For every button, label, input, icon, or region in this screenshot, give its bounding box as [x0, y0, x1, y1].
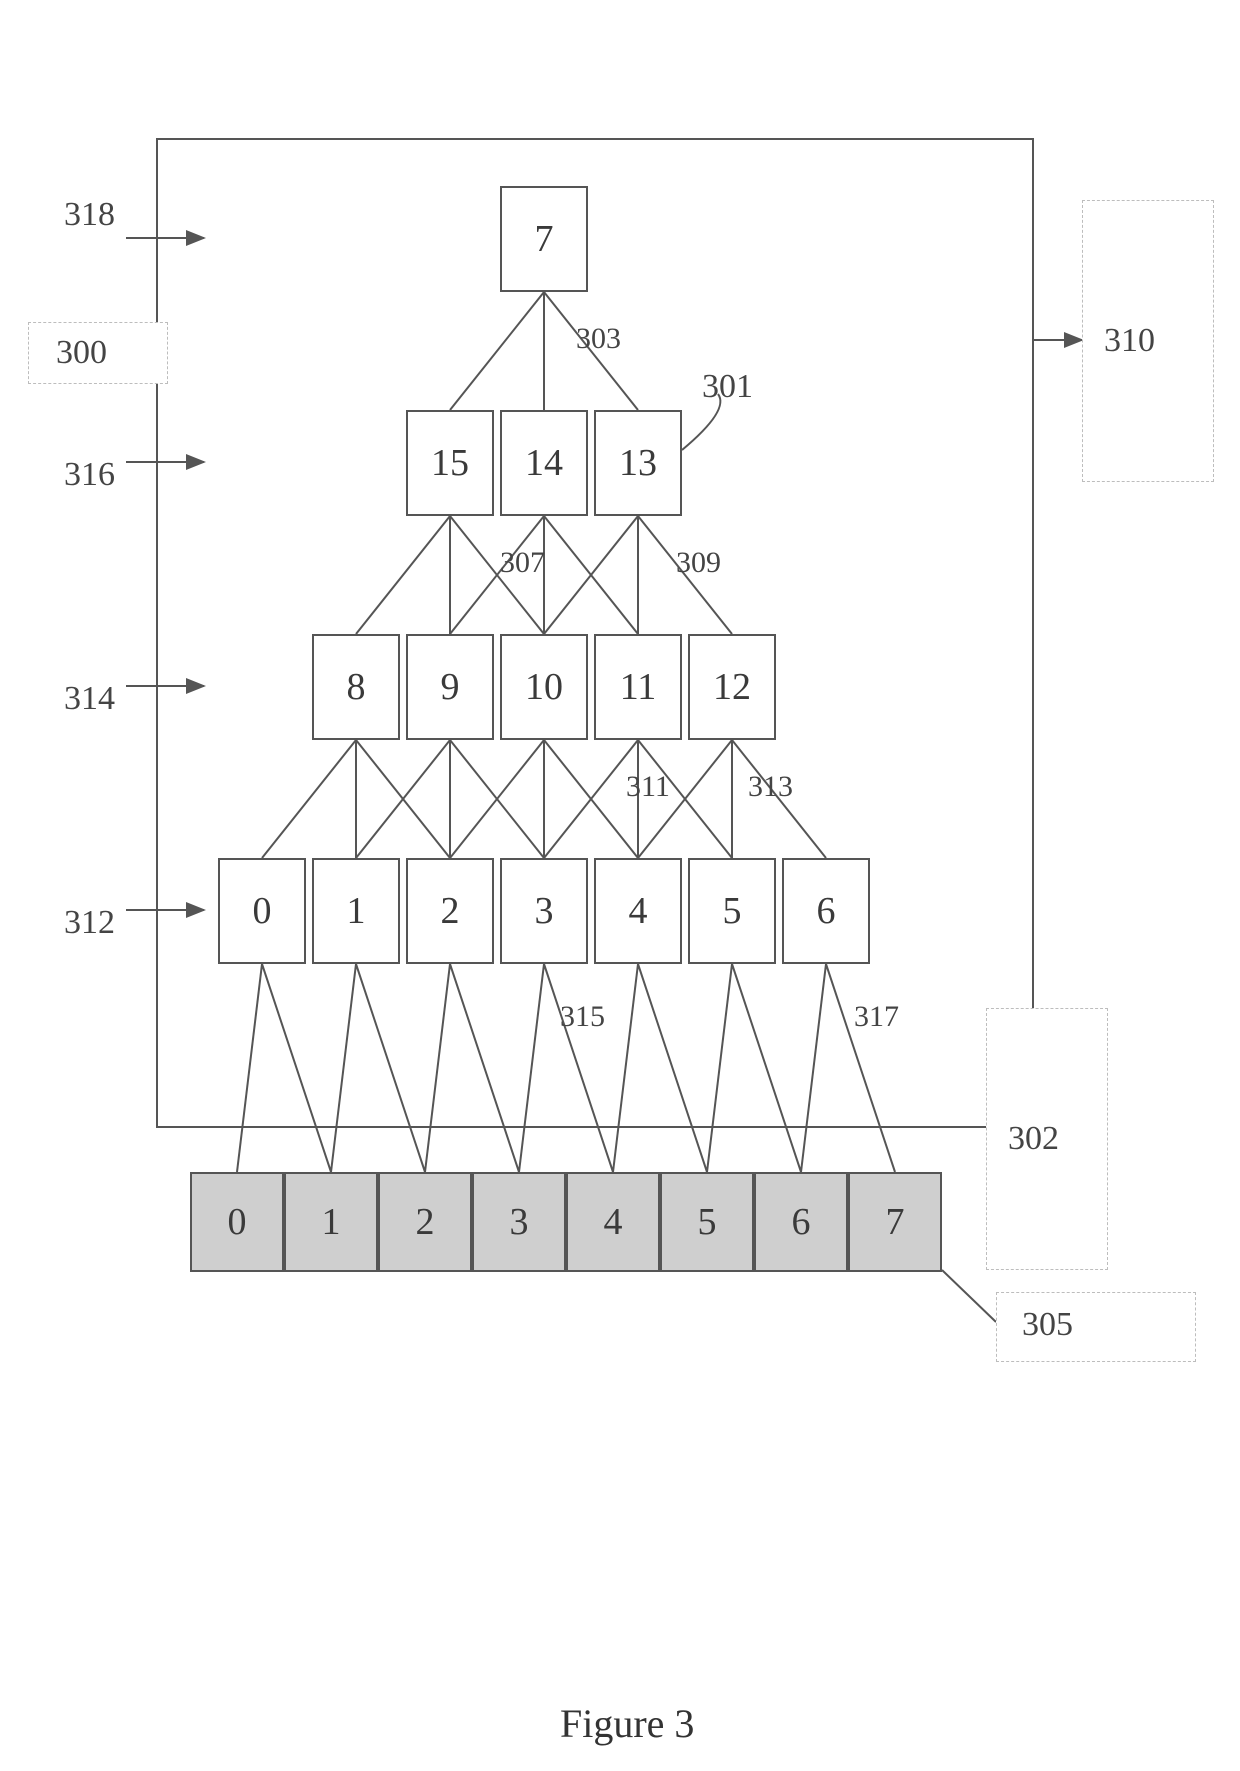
tree-node: 10: [500, 634, 588, 740]
array-cell: 5: [660, 1172, 754, 1272]
tree-node: 6: [782, 858, 870, 964]
array-cell: 2: [378, 1172, 472, 1272]
array-cell: 7: [848, 1172, 942, 1272]
tree-node: 15: [406, 410, 494, 516]
tree-node: 7: [500, 186, 588, 292]
row-ref-label: 318: [64, 196, 115, 234]
tree-node: 2: [406, 858, 494, 964]
tree-node: 8: [312, 634, 400, 740]
tree-node: 14: [500, 410, 588, 516]
array-cell: 1: [284, 1172, 378, 1272]
tree-node: 12: [688, 634, 776, 740]
diagram-stage: 7151413891011120123456012345673183163143…: [0, 0, 1240, 1771]
edge-ref-label: 311: [626, 770, 670, 804]
ref-label-301: 301: [702, 368, 753, 406]
figure-caption: Figure 3: [560, 1700, 694, 1747]
array-cell: 3: [472, 1172, 566, 1272]
tree-node: 3: [500, 858, 588, 964]
ref-label: 310: [1104, 322, 1155, 360]
edge-ref-label: 303: [576, 322, 621, 356]
row-ref-label: 316: [64, 456, 115, 494]
ref-label: 302: [1008, 1120, 1059, 1158]
edge-ref-label: 317: [854, 1000, 899, 1034]
tree-node: 1: [312, 858, 400, 964]
row-ref-label: 312: [64, 904, 115, 942]
array-cell: 0: [190, 1172, 284, 1272]
tree-node: 5: [688, 858, 776, 964]
tree-node: 11: [594, 634, 682, 740]
edge-ref-label: 315: [560, 1000, 605, 1034]
tree-frame: [156, 138, 1034, 1128]
tree-node: 4: [594, 858, 682, 964]
tree-node: 9: [406, 634, 494, 740]
ref-label: 300: [56, 334, 107, 372]
row-ref-label: 314: [64, 680, 115, 718]
array-cell: 4: [566, 1172, 660, 1272]
edge-ref-label: 313: [748, 770, 793, 804]
array-cell: 6: [754, 1172, 848, 1272]
edge-ref-label: 309: [676, 546, 721, 580]
edge-ref-label: 307: [500, 546, 545, 580]
tree-node: 0: [218, 858, 306, 964]
ref-label: 305: [1022, 1306, 1073, 1344]
tree-node: 13: [594, 410, 682, 516]
